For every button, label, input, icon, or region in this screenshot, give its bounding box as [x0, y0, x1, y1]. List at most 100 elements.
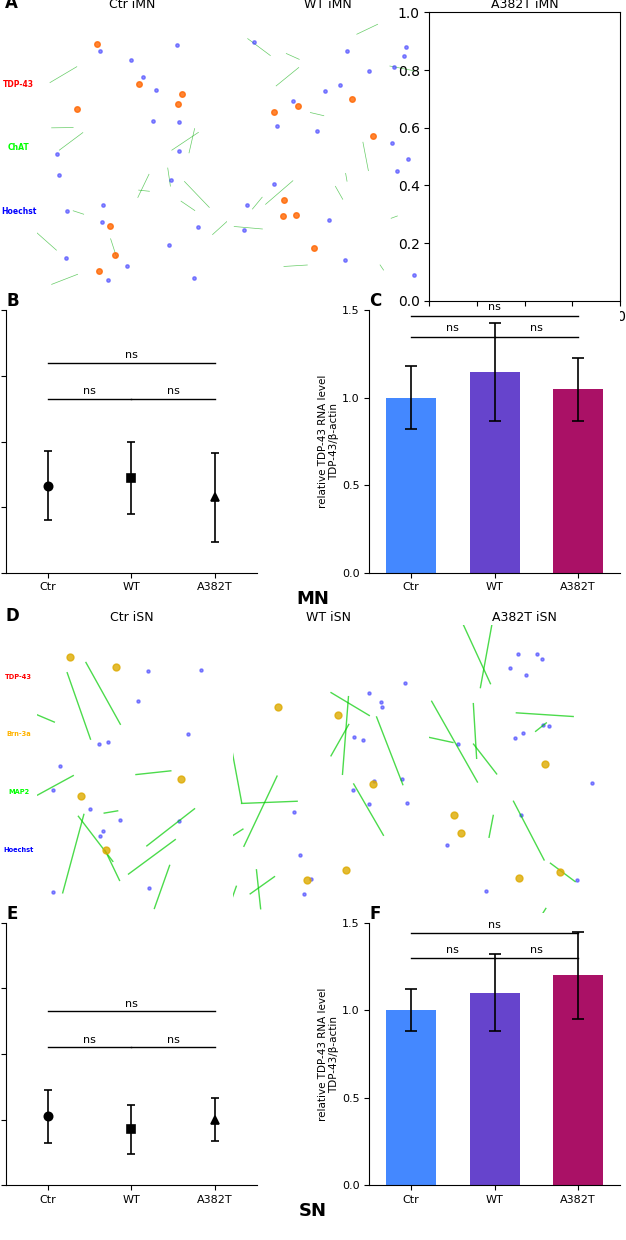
Point [510, 728, 520, 748]
Point [364, 794, 374, 813]
Point [562, 250, 572, 270]
Point [572, 869, 582, 889]
Point [289, 802, 299, 822]
Point [485, 144, 495, 164]
Point [392, 161, 402, 181]
Point [272, 117, 282, 136]
Point [299, 884, 309, 904]
Bar [553, 389, 603, 573]
Text: ns: ns [125, 350, 138, 360]
Point [122, 257, 132, 277]
Text: Hoechst: Hoechst [1, 207, 36, 216]
Point [516, 805, 526, 825]
Point [518, 723, 528, 743]
Text: TDP-43: TDP-43 [3, 81, 34, 89]
Text: ns: ns [446, 945, 459, 955]
Title: A382T iSN: A382T iSN [492, 610, 557, 624]
Title: Ctr iSN: Ctr iSN [110, 610, 154, 624]
Point [520, 222, 530, 242]
Point [95, 826, 105, 846]
Point [174, 811, 184, 831]
Point [349, 727, 359, 746]
Title: Ctr iMN: Ctr iMN [109, 0, 155, 11]
Point [61, 248, 71, 268]
Text: MAP2: MAP2 [8, 789, 29, 795]
Point [306, 869, 316, 889]
Point [126, 51, 136, 71]
Point [98, 821, 108, 841]
Text: ns: ns [83, 1034, 96, 1044]
Bar [386, 398, 436, 573]
Point [538, 715, 548, 735]
Point [48, 780, 58, 800]
Bar [386, 1011, 436, 1185]
Y-axis label: relative TDP-43 RNA level
TDP-43/β-actin: relative TDP-43 RNA level TDP-43/β-actin [317, 374, 339, 508]
Point [493, 242, 503, 262]
Text: ns: ns [167, 1034, 180, 1044]
Text: Brn-3a: Brn-3a [6, 732, 31, 738]
Point [544, 717, 554, 737]
Text: ns: ns [83, 386, 96, 396]
Point [151, 81, 161, 100]
Point [312, 122, 322, 141]
Text: ns: ns [530, 945, 543, 955]
Point [587, 774, 597, 794]
Point [287, 91, 297, 110]
Point [144, 878, 154, 898]
Title: WT iSN: WT iSN [306, 610, 351, 624]
Bar [470, 993, 520, 1185]
Point [398, 769, 408, 789]
Point [320, 82, 330, 102]
Point [399, 47, 409, 67]
Point [55, 755, 65, 775]
Point [401, 37, 411, 57]
Point [537, 649, 547, 668]
Point [532, 644, 542, 663]
Text: E: E [6, 905, 18, 923]
Point [183, 724, 193, 744]
Point [239, 221, 249, 241]
Text: ns: ns [167, 386, 180, 396]
Text: ns: ns [530, 324, 543, 334]
Point [167, 170, 177, 190]
Point [54, 165, 64, 185]
Point [143, 661, 153, 681]
Text: SN: SN [299, 1203, 327, 1220]
Point [324, 211, 334, 231]
Point [402, 794, 412, 813]
Text: C: C [369, 293, 382, 310]
Point [173, 112, 183, 131]
Text: ns: ns [125, 998, 138, 1008]
Text: TDP-43: TDP-43 [5, 673, 32, 680]
Point [387, 133, 397, 153]
Point [97, 212, 107, 232]
Point [369, 771, 379, 791]
Point [377, 697, 387, 717]
Point [481, 880, 491, 900]
Point [103, 270, 113, 290]
Point [520, 195, 530, 215]
Point [593, 100, 603, 120]
Point [336, 74, 346, 94]
Point [505, 658, 515, 678]
Point [249, 32, 259, 52]
Point [103, 732, 113, 751]
Point [582, 229, 592, 249]
Point [565, 180, 575, 200]
Point [48, 883, 58, 903]
Point [401, 672, 411, 692]
Text: ns: ns [488, 303, 501, 312]
Point [196, 661, 206, 681]
Point [295, 844, 305, 864]
Point [364, 61, 374, 81]
Text: F: F [369, 905, 381, 923]
Point [442, 835, 452, 854]
Text: ns: ns [446, 324, 459, 334]
Point [62, 201, 72, 221]
Text: Hoechst: Hoechst [4, 847, 34, 853]
Text: MN: MN [297, 590, 329, 608]
Point [542, 122, 552, 141]
Title: WT iMN: WT iMN [304, 0, 352, 11]
Point [518, 98, 528, 118]
Title: A382T iMN: A382T iMN [491, 0, 558, 11]
